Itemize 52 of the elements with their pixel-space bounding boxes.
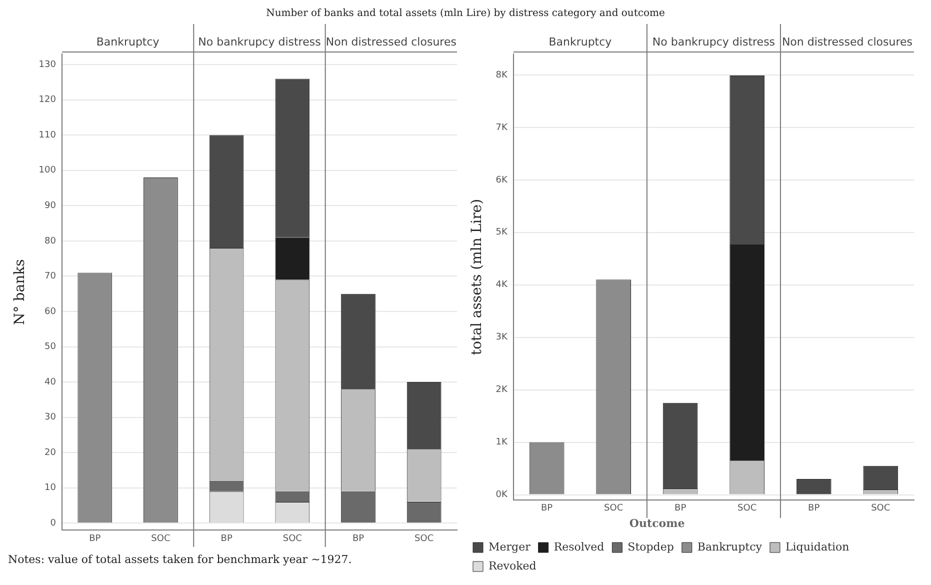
x-tick-label: SOC (282, 534, 302, 544)
y-tick-label: 40 (44, 377, 56, 388)
x-tick-label: BP (808, 504, 820, 514)
legend-label: Bankruptcy (697, 540, 763, 554)
y-tick-label: 120 (38, 95, 56, 106)
x-tick-label: BP (352, 534, 365, 544)
legend-label: Merger (488, 540, 532, 554)
x-tick-label: BP (674, 504, 687, 514)
y-tick-label: 30 (44, 412, 56, 423)
text: No bankrupcy distress (652, 35, 776, 48)
y-tick-label: 0K (496, 490, 509, 500)
x-tick-label: BP (89, 534, 102, 544)
legend-label: Liquidation (785, 540, 850, 554)
y-tick-label: 20 (44, 448, 56, 458)
y-tick-label: 60 (44, 306, 56, 317)
y-tick-label: 110 (38, 130, 56, 140)
y-tick-label: 4K (496, 280, 509, 290)
y-tick-label: 100 (38, 166, 56, 176)
x-tick-label: SOC (151, 534, 170, 544)
text: No bankrupcy distress (198, 35, 322, 48)
y-tick-label: 2K (496, 385, 509, 396)
y-tick-label: 80 (44, 236, 56, 246)
legend-label: Revoked (488, 559, 536, 572)
y-tick-label: 10 (44, 483, 56, 494)
legend-label: Stopdep (628, 540, 674, 554)
y-tick-label: 7K (496, 122, 509, 133)
x-tick-label: BP (220, 534, 233, 544)
text: Non distressed closures (782, 35, 913, 48)
x-tick-label: BP (541, 504, 554, 514)
y-tick-label: 130 (38, 60, 56, 70)
y-tick-label: 0 (50, 518, 56, 528)
chart-title: Number of banks and total assets (mln Lire) by distress category and outcome (265, 8, 666, 21)
legend-label: Resolved (554, 540, 604, 554)
text: Non distressed closures (326, 35, 457, 48)
y-tick-label: 3K (496, 332, 509, 343)
legend-title: Outcome (629, 517, 685, 530)
x-tick-label: SOC (738, 504, 757, 514)
y-tick-label: 8K (496, 70, 509, 80)
y-axis-title: total assets (mln Lire) (469, 198, 486, 356)
y-tick-label: 70 (44, 272, 56, 282)
y-tick-label: 1K (496, 438, 509, 448)
y-tick-label: 90 (44, 201, 56, 212)
x-tick-label: SOC (414, 534, 434, 544)
x-tick-label: SOC (604, 504, 624, 514)
text: Bankruptcy (96, 35, 160, 48)
text: Notes: value of total assets taken for benchmark year ~1927. (8, 553, 353, 566)
y-tick-label: 50 (44, 342, 56, 352)
x-tick-label: SOC (871, 504, 890, 514)
text: Bankruptcy (548, 35, 612, 48)
y-axis-title: N° banks (12, 259, 28, 325)
y-tick-label: 6K (496, 175, 509, 186)
y-tick-label: 5K (496, 228, 509, 238)
